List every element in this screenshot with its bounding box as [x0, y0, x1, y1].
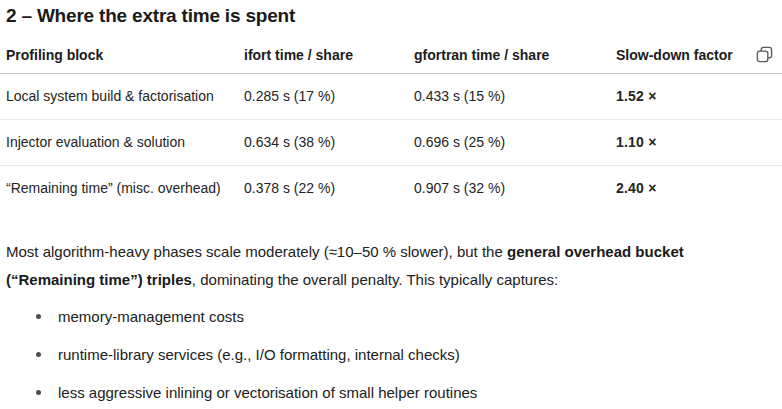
summary-bold-overhead-bucket: general overhead bucket: [507, 243, 684, 260]
profiling-table: Profiling block ifort time / share gfort…: [0, 42, 782, 211]
cell-factor: 2.40 ×: [616, 166, 782, 212]
cell-ifort: 0.285 s (17 %): [244, 74, 414, 120]
capture-list: memory-management costs runtime-library …: [0, 307, 782, 402]
list-item: memory-management costs: [0, 307, 782, 326]
summary-paragraph: Most algorithm-heavy phases scale modera…: [6, 238, 776, 294]
table-row: Local system build & factorisation 0.285…: [0, 74, 782, 120]
column-header-ifort: ifort time / share: [244, 42, 414, 74]
column-header-profiling-block: Profiling block: [0, 42, 244, 74]
cell-ifort: 0.634 s (38 %): [244, 120, 414, 166]
table-row: “Remaining time” (misc. overhead) 0.378 …: [0, 166, 782, 212]
cell-gfortran: 0.907 s (32 %): [414, 166, 616, 212]
cell-block: Local system build & factorisation: [0, 74, 244, 120]
table-row: Injector evaluation & solution 0.634 s (…: [0, 120, 782, 166]
list-item-text: less aggressive inlining or vectorisatio…: [58, 384, 477, 401]
list-item-text: memory-management costs: [58, 308, 244, 325]
cell-gfortran: 0.696 s (25 %): [414, 120, 616, 166]
cell-block: Injector evaluation & solution: [0, 120, 244, 166]
bullet-icon: [36, 352, 41, 357]
summary-text: , dominating the overall penalty. This t…: [192, 271, 558, 288]
summary-bold-remaining-triples: (“Remaining time”) triples: [6, 271, 192, 288]
cell-gfortran: 0.433 s (15 %): [414, 74, 616, 120]
list-item: runtime-library services (e.g., I/O form…: [0, 345, 782, 364]
cell-ifort: 0.378 s (22 %): [244, 166, 414, 212]
bullet-icon: [36, 314, 41, 319]
column-header-gfortran: gfortran time / share: [414, 42, 616, 74]
cell-factor: 1.10 ×: [616, 120, 782, 166]
cell-factor: 1.52 ×: [616, 74, 782, 120]
bullet-icon: [36, 390, 41, 395]
cell-block: “Remaining time” (misc. overhead): [0, 166, 244, 212]
list-item-text: runtime-library services (e.g., I/O form…: [58, 346, 460, 363]
section-heading: 2 – Where the extra time is spent: [6, 4, 782, 28]
summary-text: Most algorithm-heavy phases scale modera…: [6, 243, 507, 260]
table-header-row: Profiling block ifort time / share gfort…: [0, 42, 782, 74]
copy-icon: [755, 45, 774, 64]
copy-table-button[interactable]: [753, 43, 775, 65]
list-item: less aggressive inlining or vectorisatio…: [0, 383, 782, 402]
